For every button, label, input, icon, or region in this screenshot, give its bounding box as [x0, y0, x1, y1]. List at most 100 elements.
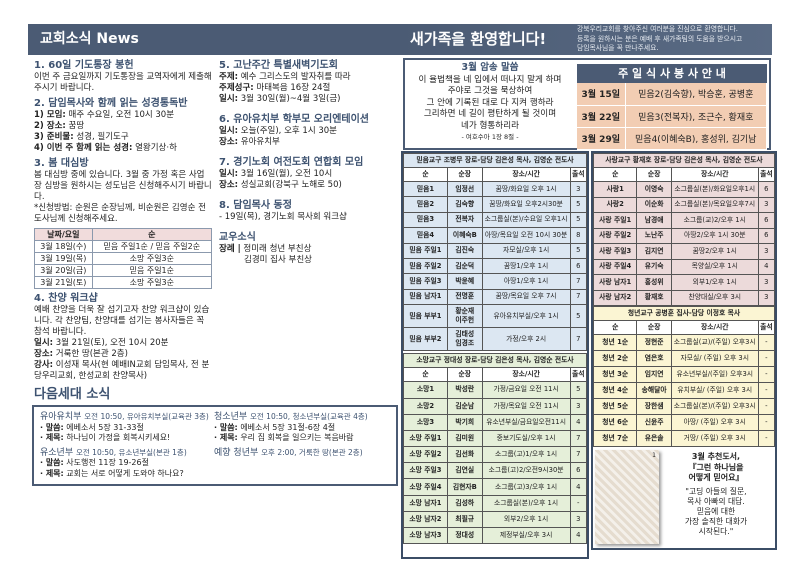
table-row: 소망 남자3 정대성 제정부실/오후 3시 4 [403, 526, 587, 545]
cell-leader: 김선화 [446, 446, 483, 464]
dept-line: · 말씀: 사도행전 11장 19-26절 [40, 458, 214, 469]
book-quote-line: 시작된다." [698, 526, 734, 536]
cell-attendance: 4 [569, 478, 587, 496]
cell-attendance: 6 [569, 462, 587, 480]
item-value: 3월 16일(월), 오전 10시 [240, 169, 333, 179]
table-row: 사랑 남자1 홍성위 외부1/오후 1시 3 [592, 274, 776, 291]
cell-group: 사랑 주일3 [592, 243, 638, 260]
col-header: 출석 [757, 167, 776, 182]
dept-line: · 제목: 교회는 서로 어떻게 도와야 하나요? [40, 469, 214, 480]
news-title: 3. 봄 대심방 [34, 158, 89, 169]
table-row: 청년 1순 정현준 소그룹실(교)/(주일) 오후3시 - [592, 334, 776, 351]
group-title: 소망교구 정대성 장로-담당 김은성 목사, 김영순 전도사 [403, 353, 587, 369]
cell-leader: 송해달아 [636, 382, 672, 399]
table-row: 믿음 주일3 박윤혜 아땅1/오후 1시 7 [403, 273, 587, 290]
cell-group: 사랑 주일4 [592, 258, 638, 275]
line-value: 에베소서 5장 31-33절 [66, 422, 144, 432]
item-label: 4) 이번 주 함께 읽는 성경: [34, 143, 133, 153]
col-header: 출석 [569, 367, 587, 383]
cell-attendance: 7 [569, 288, 587, 306]
table-row: 소망 주일2 김선화 소그룹(고)1/오후 1시 7 [403, 446, 587, 464]
cell-leader: 임지연 [636, 366, 672, 383]
table-cell: 3월 18일(수) [34, 240, 93, 253]
cell-attendance: 3 [757, 243, 776, 260]
news-item: 2) 장소: 꿈땅 [34, 121, 212, 132]
col-header: 장소/시간 [481, 167, 571, 182]
dept-line: · 제목: 우리 집 회복을 일으키는 복음바람 [214, 433, 390, 444]
cell-leader: 임정선 [446, 180, 483, 198]
cell-group: 소망 주일4 [403, 478, 448, 496]
news-text: 예배 찬양을 더욱 잘 섬기고자 찬양 워크샵이 있습니다. 각 찬양팀, 찬양… [34, 305, 210, 337]
table-row: 믿음1 임정선 꿈땅/화요일 오후 1시 3 [403, 180, 587, 198]
cell-group: 소망 남자1 [403, 494, 448, 512]
col-header: 날짜/요일 [34, 228, 93, 241]
cell-group: 믿음 주일2 [403, 257, 448, 275]
cell-group: 청년 3순 [592, 366, 638, 383]
item-value: 거룩한 땅(본관 2층) [55, 349, 128, 359]
news-header: 교회소식 News [28, 24, 400, 55]
cell-leader: 김숙향 [446, 196, 483, 213]
cell-attendance: 6 [757, 227, 776, 244]
cell-attendance: 4 [757, 258, 776, 275]
book-quote-line: 가장 솔직한 대화가 [684, 516, 748, 526]
cell-attendance: 7 [569, 327, 587, 352]
dept-line: · 말씀: 에베소서 5장 31절-6장 4절 [214, 423, 390, 434]
cell-attendance: - [569, 494, 587, 512]
item-label: 일시: [219, 94, 239, 104]
cell-place-time: 유아유치부실/오후 1시 [481, 304, 571, 329]
item-label: 주제: [219, 72, 239, 82]
item-label: 일시: [219, 126, 239, 136]
news-text: 봄 대심방 중에 있습니다. 3월 중 가정 혹은 사업장 심방을 원하시는 성… [34, 170, 212, 202]
news-title: 2. 담임목사와 함께 읽는 성경통독반 [34, 98, 188, 109]
cell-place-time: 가정/목요일 오전 11시 [481, 397, 571, 415]
memory-verse: 3월 암송 말씀 이 율법책을 네 입에서 떠나지 말게 하며 주야로 그것을 묵… [405, 62, 575, 144]
item-label: 일시: [219, 169, 239, 179]
table-row: 믿음 부부1 황순재 이주헌 유아유치부실/오후 1시 5 [403, 304, 587, 329]
cell-leader: 남경애 [636, 212, 672, 229]
verse-line: 이 율법책을 네 입에서 떠나지 말게 하며 [418, 74, 562, 85]
welcome-text: 강북우리교회를 찾아주신 여러분을 진심으로 환영합니다. 등록을 원하시는 분은… [577, 25, 743, 52]
table-cell: 믿음 주일1순 / 믿음 주일2순 [91, 240, 213, 253]
item-value: 이성재 목사(현 예배IN교회 담임목사, 전 분당우리교회, 한성교회 찬양목… [34, 360, 210, 381]
table-row: 소망 주일3 김연실 소그룹(고)2/오전9시30분 6 [403, 462, 587, 480]
table-row: 소망 주일1 김미원 중보기도실/오후 1시 7 [403, 429, 587, 448]
dept-line: · 말씀: 에베소서 5장 31-33절 [40, 423, 214, 434]
group-table-youth: 청년교구 공병훈 집사-담당 이정호 목사 순 순장 장소/시간 출석 청년 1순 정현준 소… [592, 306, 776, 447]
table-row: 청년 6순 신윤주 아땅/ (주일) 오후 3시 - [592, 414, 776, 431]
table-row: 3월 19일(목) 소망 주일3순 [34, 252, 213, 265]
item-value: 성경, 필기도구 [76, 132, 129, 142]
col-header: 순 [403, 367, 448, 383]
cell-attendance: 6 [757, 212, 776, 229]
book-title-line: 어떻게 믿어요』 [688, 473, 744, 482]
news-item: 장소: 거룩한 땅(본관 2층) [34, 349, 212, 360]
news-items: 일시: 3월 21일(토), 오전 10시 20분 장소: 거룩한 땅(본관 2층… [34, 338, 212, 382]
cell-place-time: 소그룹실(본)/화요일오후1시 [670, 181, 759, 198]
cell-group: 청년 7순 [592, 430, 638, 447]
table-row: 믿음3 전복자 소그룹실(본)/수요일 오후1시 5 [403, 211, 587, 229]
cell-place-time: 꿈땅/목요일 오후 7시 [481, 288, 571, 306]
table-row: 사랑2 이순화 소그룹실(본)/목요일오후7시 3 [592, 196, 776, 213]
cell-place-time: 가정/오후 2시 [481, 327, 571, 352]
recommended-book: 3월 추천도서, 『그런 하나님을 어떻게 믿어요』 "고딩 아들의 질문, 목사 아… [659, 450, 773, 544]
table-row: 믿음 주일2 김순덕 꿈땅1/오후 1시 6 [403, 257, 587, 275]
cell-group: 사랑 주일2 [592, 227, 638, 244]
col-header: 출석 [569, 167, 587, 182]
table-row: 믿음4 이혜숙B 아땅/목요일 오전 10시 30분 8 [403, 227, 587, 244]
news-item: 일시: 오늘(주일), 오후 1시 30분 [219, 126, 398, 137]
next-gen-title: 다음세대 소식 [34, 387, 111, 402]
cell-leader: 염은호 [636, 350, 672, 367]
verse-line: 그 안에 기록된 대로 다 지켜 행하라 [426, 97, 554, 108]
group-header-row: 순 순장 장소/시간 출석 [592, 167, 776, 182]
cell-leader: 정대성 [446, 526, 483, 545]
serving-row: 3월 22일 믿음3(전복자), 조근수, 황재호 [577, 105, 767, 128]
line-value: 교회는 서로 어떻게 도와야 하나요? [66, 468, 184, 478]
table-row: 믿음 남자1 전명훈 꿈땅/목요일 오후 7시 7 [403, 288, 587, 306]
news-title: 7. 경기노회 여전도회 연합회 모임 [219, 157, 364, 168]
cell-leader: 장한샘 [636, 398, 672, 415]
members-news: 장례 | 정미래 청년 부친상 [219, 244, 312, 254]
table-row: 청년 2순 염은호 자모실/ (주일) 오후 3시 - [592, 350, 776, 367]
news-item: 일시: 3월 21일(토), 오전 10시 20분 [34, 338, 212, 349]
cell-leader: 전명훈 [446, 288, 483, 306]
cell-leader: 김태성 임경조 [446, 327, 483, 352]
group-panel-right: 사랑교구 황재호 장로-담당 김은성 목사, 김영순 전도사 순 순장 장소/시간 출석… [591, 151, 777, 550]
